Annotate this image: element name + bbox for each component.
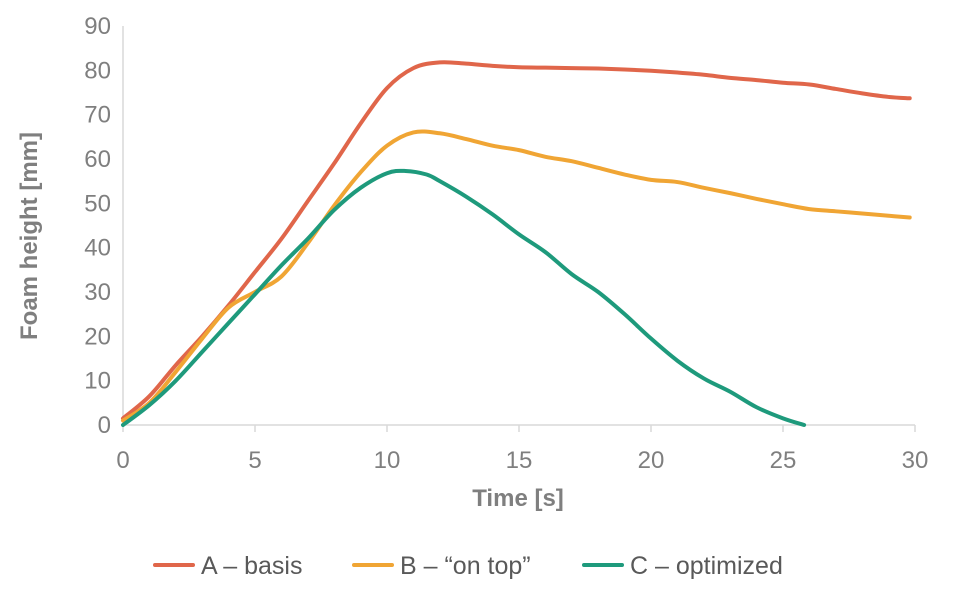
x-tick-label: 10 bbox=[374, 447, 401, 474]
y-tick-label: 50 bbox=[84, 190, 111, 217]
x-tick-label: 5 bbox=[248, 447, 261, 474]
y-axis-title: Foam height [mm] bbox=[16, 132, 43, 340]
series-line-b bbox=[121, 129, 912, 423]
y-tick-label: 0 bbox=[98, 412, 111, 439]
x-tick-label: 20 bbox=[638, 447, 665, 474]
legend: A – basis B – “on top” C – optimized bbox=[153, 552, 783, 580]
y-tick-label: 90 bbox=[84, 13, 111, 40]
y-tick-label: 80 bbox=[84, 57, 111, 84]
y-tick-label: 10 bbox=[84, 368, 111, 395]
series-line-a bbox=[121, 60, 912, 421]
x-tick-label: 15 bbox=[506, 447, 533, 474]
series-line-c bbox=[121, 168, 807, 427]
x-tick-label: 0 bbox=[116, 447, 129, 474]
y-tick-label: 30 bbox=[84, 279, 111, 306]
x-tick-label: 25 bbox=[770, 447, 797, 474]
x-axis-title: Time [s] bbox=[472, 485, 564, 512]
y-tick-label: 70 bbox=[84, 102, 111, 129]
y-tick-label: 60 bbox=[84, 146, 111, 173]
y-tick-label: 40 bbox=[84, 235, 111, 262]
x-tick-label: 30 bbox=[902, 447, 929, 474]
legend-label: B – “on top” bbox=[400, 552, 531, 580]
y-tick-label: 20 bbox=[84, 323, 111, 350]
legend-label: A – basis bbox=[201, 552, 302, 580]
legend-label: C – optimized bbox=[630, 552, 783, 580]
